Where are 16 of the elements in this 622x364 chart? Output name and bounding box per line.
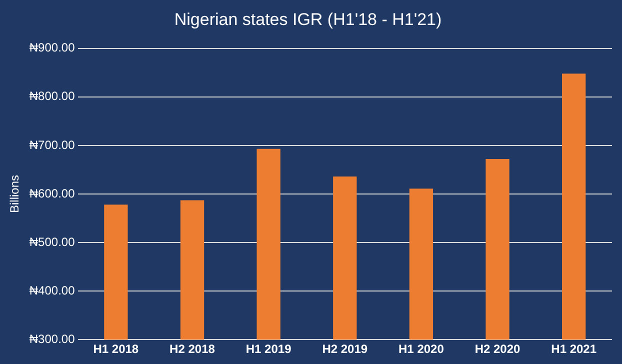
x-tick-label: H2 2020 <box>474 342 521 356</box>
x-tick-label: H1 2019 <box>246 342 292 356</box>
x-tick-label: H2 2018 <box>170 342 216 356</box>
y-tick-label: ₦400.00 <box>29 283 76 298</box>
y-tick-label: ₦300.00 <box>29 332 76 346</box>
y-tick-label: ₦900.00 <box>29 40 76 55</box>
y-tick-label: ₦500.00 <box>29 234 76 249</box>
x-tick-label: H2 2019 <box>322 342 368 356</box>
x-tick-label: H1 2018 <box>93 342 139 356</box>
y-tick-label: ₦700.00 <box>29 138 76 152</box>
y-tick-label: ₦800.00 <box>29 89 76 104</box>
y-tick-label: ₦600.00 <box>29 186 76 200</box>
chart-title: Nigerian states IGR (H1'18 - H1'21) <box>174 10 442 29</box>
y-axis-title: Billions <box>8 174 22 214</box>
x-tick-label: H1 2020 <box>398 342 444 356</box>
x-tick-label: H1 2021 <box>551 342 597 356</box>
